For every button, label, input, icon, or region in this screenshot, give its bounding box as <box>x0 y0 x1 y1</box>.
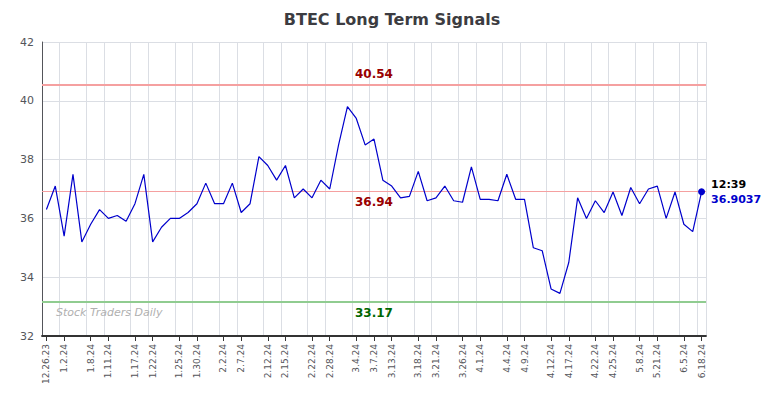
svg-text:1.8.24: 1.8.24 <box>86 344 96 373</box>
svg-text:12:39: 12:39 <box>711 178 746 191</box>
svg-text:4.4.24: 4.4.24 <box>502 344 512 373</box>
svg-text:42: 42 <box>20 36 34 49</box>
svg-text:4.1.24: 4.1.24 <box>475 344 485 373</box>
svg-text:6.18.24: 6.18.24 <box>697 344 707 379</box>
svg-text:3.4.24: 3.4.24 <box>351 344 361 373</box>
svg-text:Stock Traders Daily: Stock Traders Daily <box>56 306 163 319</box>
svg-text:3.26.24: 3.26.24 <box>458 344 468 379</box>
svg-text:5.21.24: 5.21.24 <box>652 344 662 379</box>
svg-text:3.21.24: 3.21.24 <box>431 344 441 379</box>
svg-text:36.94: 36.94 <box>355 195 393 209</box>
svg-text:36: 36 <box>20 212 34 225</box>
svg-text:33.17: 33.17 <box>355 306 393 320</box>
svg-text:1.30.24: 1.30.24 <box>192 344 202 379</box>
svg-text:4.22.24: 4.22.24 <box>590 344 600 379</box>
svg-text:1.17.24: 1.17.24 <box>130 344 140 379</box>
svg-text:4.12.24: 4.12.24 <box>546 344 556 379</box>
svg-text:1.22.24: 1.22.24 <box>148 344 158 379</box>
svg-text:2.12.24: 2.12.24 <box>263 344 273 379</box>
svg-text:36.9037: 36.9037 <box>711 193 761 206</box>
svg-text:40: 40 <box>20 94 34 107</box>
svg-text:1.2.24: 1.2.24 <box>59 344 69 373</box>
svg-text:2.22.24: 2.22.24 <box>307 344 317 379</box>
svg-text:BTEC Long Term Signals: BTEC Long Term Signals <box>284 10 500 29</box>
svg-text:12.26.23: 12.26.23 <box>41 344 51 384</box>
svg-text:2.28.24: 2.28.24 <box>325 344 335 379</box>
svg-text:1.25.24: 1.25.24 <box>174 344 184 379</box>
svg-text:4.17.24: 4.17.24 <box>564 344 574 379</box>
svg-text:6.5.24: 6.5.24 <box>679 344 689 373</box>
svg-text:38: 38 <box>20 153 34 166</box>
svg-text:32: 32 <box>20 330 34 343</box>
svg-text:5.8.24: 5.8.24 <box>635 344 645 373</box>
svg-text:34: 34 <box>20 271 34 284</box>
svg-text:1.11.24: 1.11.24 <box>103 344 113 379</box>
svg-text:2.15.24: 2.15.24 <box>280 344 290 379</box>
svg-text:3.13.24: 3.13.24 <box>387 344 397 379</box>
svg-text:3.7.24: 3.7.24 <box>369 344 379 373</box>
svg-text:4.9.24: 4.9.24 <box>520 344 530 373</box>
svg-text:40.54: 40.54 <box>355 67 393 81</box>
svg-text:2.2.24: 2.2.24 <box>218 344 228 373</box>
svg-text:2.7.24: 2.7.24 <box>236 344 246 373</box>
svg-text:3.18.24: 3.18.24 <box>413 344 423 379</box>
svg-text:4.25.24: 4.25.24 <box>608 344 618 379</box>
